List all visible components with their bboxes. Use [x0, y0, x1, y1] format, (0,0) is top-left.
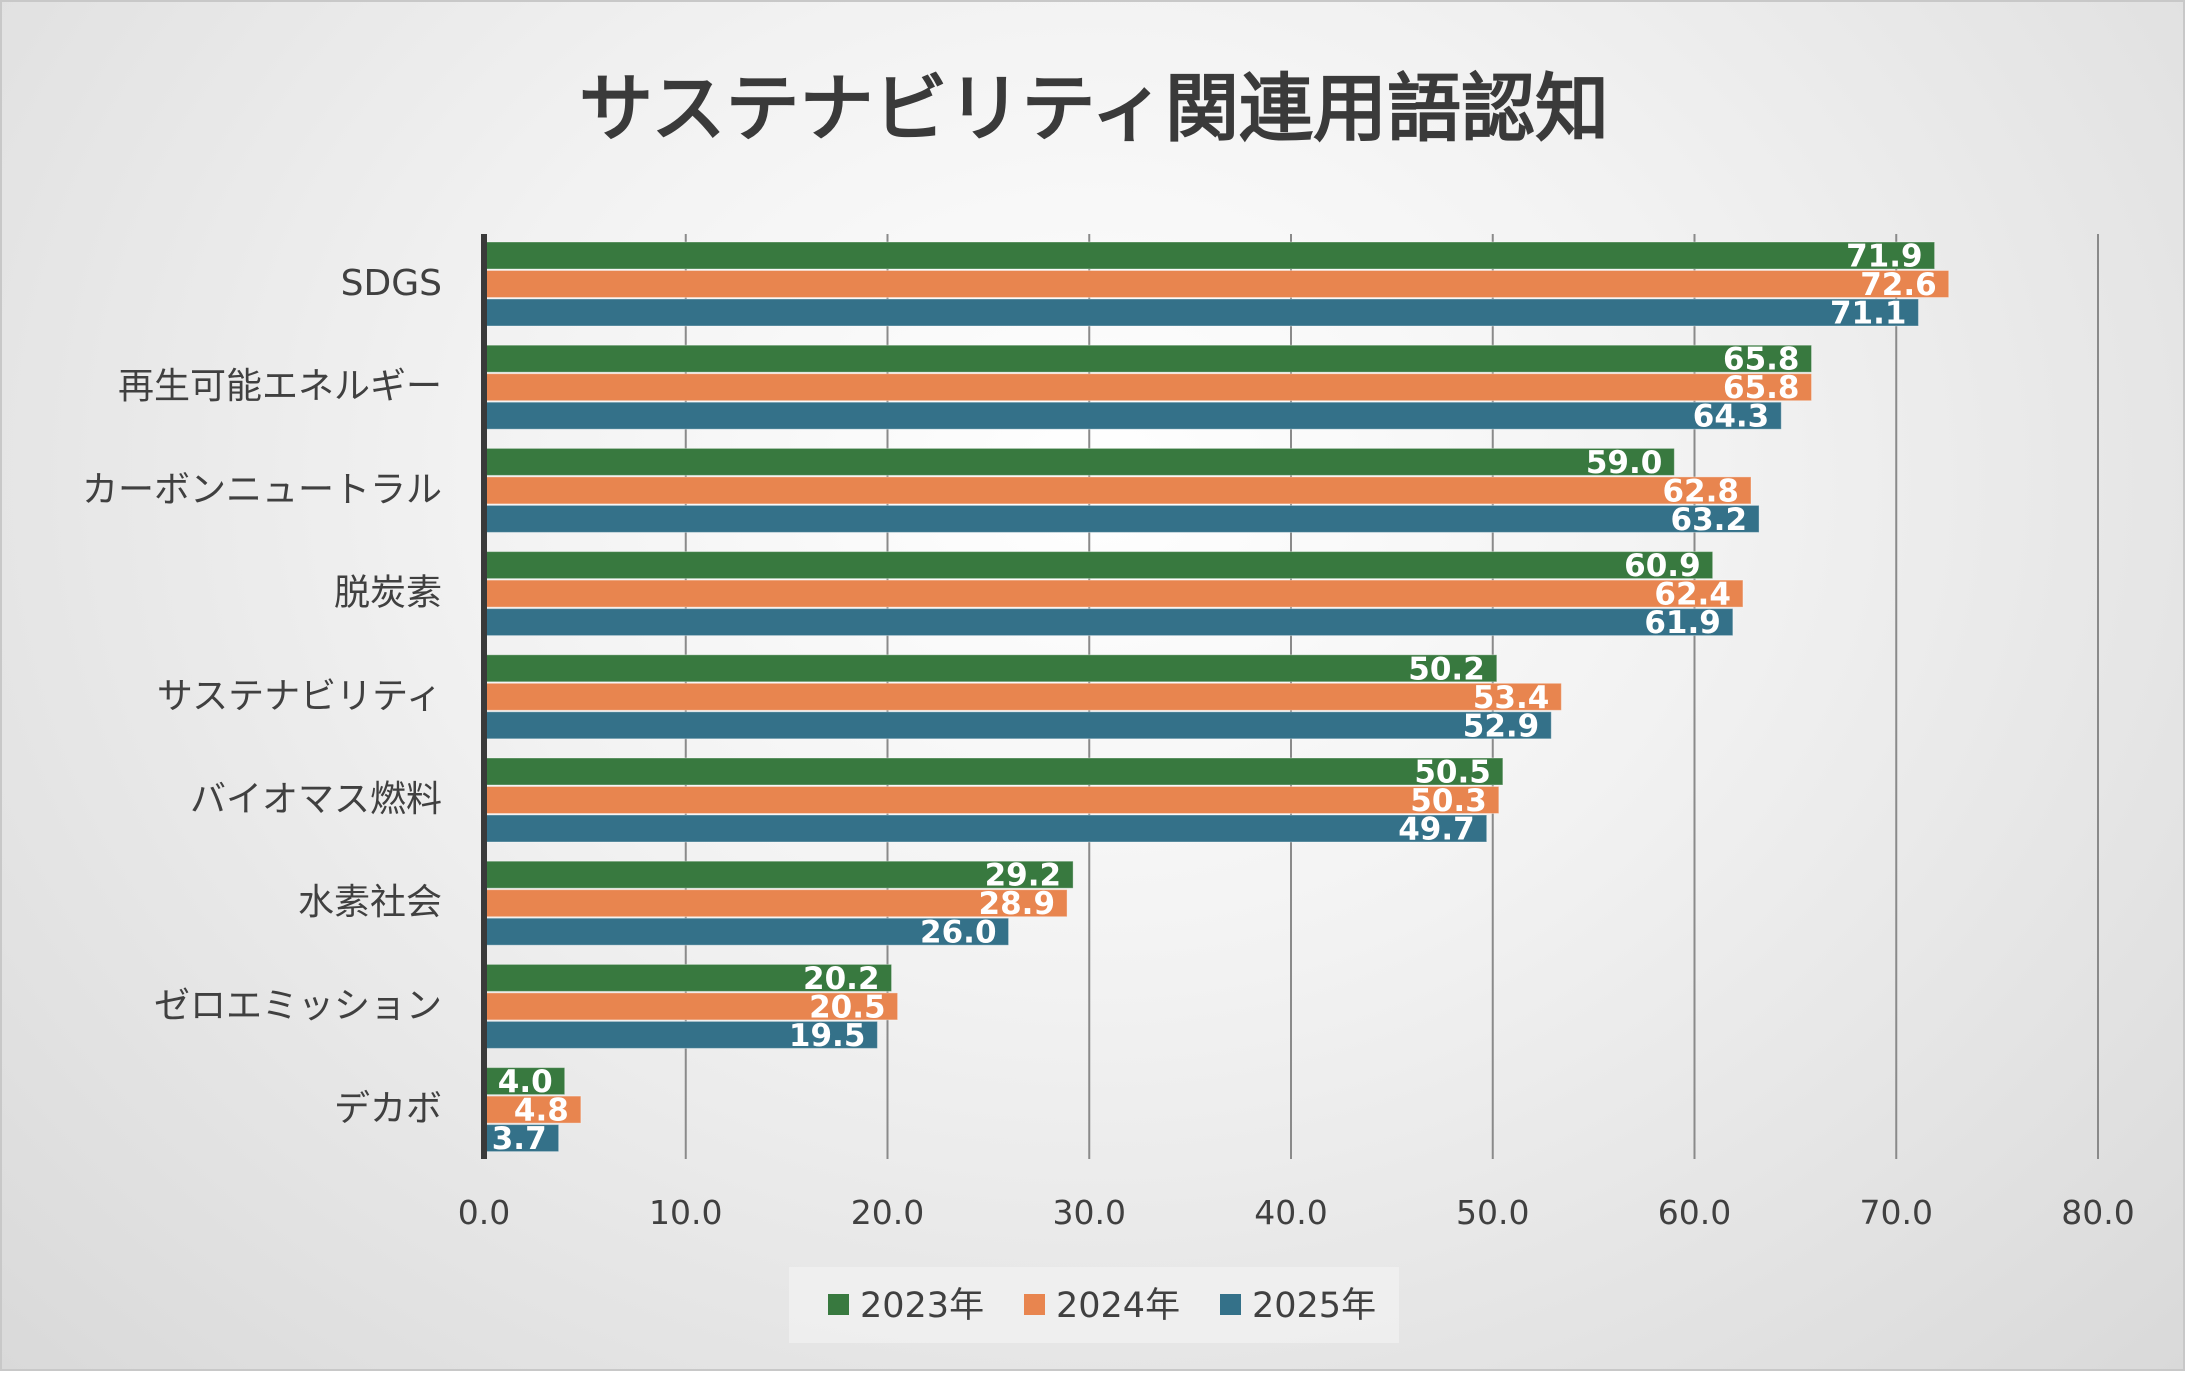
data-label: 71.1 — [1830, 296, 1907, 332]
bar — [483, 757, 1504, 786]
legend-swatch[interactable] — [828, 1294, 849, 1315]
data-label: 71.9 — [1846, 239, 1923, 275]
bar — [483, 963, 893, 992]
bar — [483, 344, 1813, 373]
bar — [483, 682, 1562, 711]
x-tick-label: 40.0 — [1254, 1193, 1327, 1232]
axes: 0.0 10.0 20.0 30.0 40.0 50.0 60.0 70.0 80.0 SDGS 再… — [82, 234, 2135, 1232]
data-label: 53.4 — [1473, 680, 1550, 716]
legend-swatch[interactable] — [1024, 1294, 1045, 1315]
data-label: 4.0 — [498, 1064, 553, 1100]
category-label: カーボンニュートラル — [82, 469, 442, 510]
legend-box — [789, 1267, 1399, 1343]
category-label: ゼロエミッション — [154, 985, 442, 1026]
data-label: 59.0 — [1586, 445, 1663, 481]
bar — [483, 476, 1752, 505]
data-label: 60.9 — [1624, 548, 1701, 584]
data-label: 62.8 — [1662, 473, 1739, 509]
bar — [483, 270, 1950, 298]
data-labels: 71.972.671.165.865.864.359.062.863.260.9… — [492, 239, 1937, 1158]
data-label: 64.3 — [1693, 399, 1770, 435]
bar — [483, 917, 1010, 946]
bar — [483, 1124, 560, 1153]
chart-title: サステナビリティ関連用語認知 — [579, 66, 1609, 152]
bar — [483, 711, 1552, 740]
bar — [483, 814, 1488, 843]
data-label: 63.2 — [1671, 502, 1748, 538]
data-label: 3.7 — [492, 1121, 547, 1157]
category-label: SDGS — [341, 263, 442, 304]
bar — [483, 654, 1498, 683]
x-tick-label: 60.0 — [1658, 1193, 1731, 1232]
data-label: 4.8 — [514, 1093, 569, 1129]
data-label: 19.5 — [789, 1018, 866, 1054]
category-label: サステナビリティ — [157, 676, 442, 717]
category-label: デカボ — [334, 1089, 442, 1130]
data-label: 26.0 — [920, 915, 997, 951]
bar — [483, 1067, 566, 1096]
data-label: 49.7 — [1398, 812, 1475, 848]
bars — [483, 241, 1950, 1153]
data-label: 65.8 — [1723, 342, 1800, 378]
x-tick-label: 50.0 — [1456, 1193, 1529, 1232]
category-label: バイオマス燃料 — [190, 779, 442, 820]
data-label: 62.4 — [1654, 577, 1731, 613]
bar — [483, 241, 1936, 270]
x-tick-label: 80.0 — [2061, 1193, 2134, 1232]
bar — [483, 860, 1074, 889]
bar — [483, 992, 899, 1021]
data-label: 72.6 — [1860, 267, 1937, 303]
category-label: 再生可能エネルギー — [118, 366, 442, 407]
legend-label[interactable]: 2024年 — [1056, 1286, 1180, 1326]
x-tick-label: 20.0 — [851, 1193, 924, 1232]
x-tick-label: 10.0 — [649, 1193, 722, 1232]
data-label: 61.9 — [1644, 605, 1721, 641]
data-label: 50.2 — [1408, 651, 1485, 687]
data-label: 20.2 — [803, 961, 880, 997]
data-label: 20.5 — [809, 989, 886, 1025]
data-label: 50.5 — [1414, 755, 1491, 791]
bar — [483, 1020, 878, 1049]
x-tick-label: 0.0 — [458, 1193, 510, 1232]
bar — [483, 447, 1675, 476]
data-label: 28.9 — [979, 886, 1056, 922]
bar — [483, 608, 1734, 637]
bar — [483, 551, 1714, 580]
bar — [483, 504, 1760, 533]
data-label: 29.2 — [985, 858, 1062, 894]
bar — [483, 298, 1919, 327]
legend[interactable]: 2023年 2024年 2025年 — [789, 1267, 1399, 1343]
data-label: 52.9 — [1463, 708, 1540, 744]
x-tick-label: 70.0 — [1860, 1193, 1933, 1232]
bar — [483, 373, 1813, 402]
x-tick-label: 30.0 — [1053, 1193, 1126, 1232]
legend-label[interactable]: 2025年 — [1252, 1286, 1376, 1326]
data-label: 50.3 — [1410, 783, 1487, 819]
category-label: 水素社会 — [298, 882, 442, 923]
bar — [483, 401, 1782, 430]
data-label: 65.8 — [1723, 370, 1800, 406]
category-label: 脱炭素 — [334, 573, 442, 614]
legend-label[interactable]: 2023年 — [860, 1286, 984, 1326]
bar — [483, 786, 1500, 814]
bar — [483, 579, 1744, 608]
legend-swatch[interactable] — [1220, 1294, 1241, 1315]
